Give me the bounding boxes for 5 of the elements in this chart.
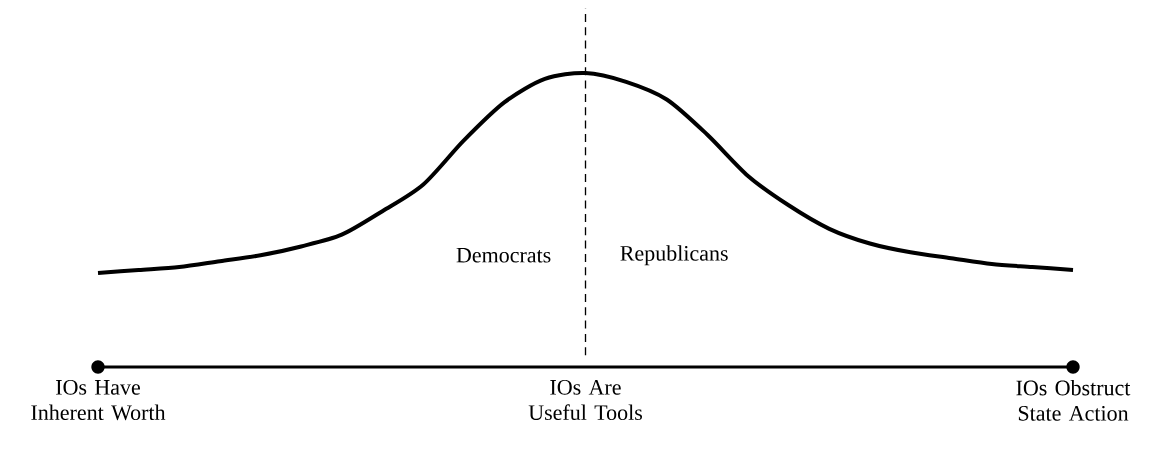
x-tick-label: IOs Have Inherent Worth <box>31 379 166 421</box>
annotation: Democrats <box>456 247 551 263</box>
annotation: Republicans <box>620 245 728 266</box>
x-tick-label: IOs Are Useful Tools <box>528 379 642 421</box>
x-tick-label: IOs Obstruct State Action <box>1016 379 1131 421</box>
